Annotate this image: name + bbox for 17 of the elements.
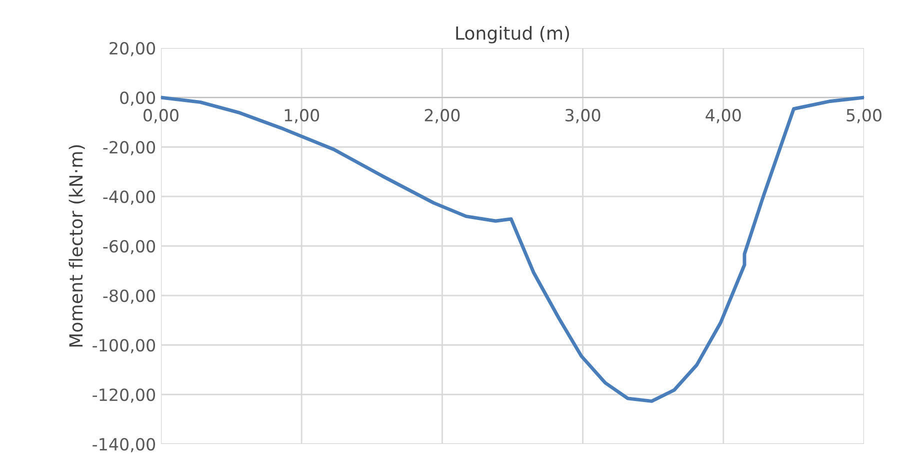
y-tick-label: 20,00 (110, 42, 156, 56)
x-tick-label: 2,00 (424, 108, 460, 124)
y-axis-title: Moment flector (kN·m) (68, 145, 85, 347)
y-tick-label: -100,00 (92, 338, 156, 354)
y-tick-label: -140,00 (92, 438, 156, 452)
y-tick-label: 0,00 (120, 91, 156, 106)
x-tick-label: 1,00 (284, 108, 320, 124)
x-tick-label: 3,00 (566, 108, 600, 124)
y-tick-label: -60,00 (103, 240, 156, 254)
y-tick-label: -40,00 (103, 190, 156, 205)
y-tick-label: -120,00 (92, 388, 156, 403)
y-tick-label: -80,00 (103, 289, 156, 304)
x-tick-label: 4,00 (706, 108, 741, 124)
x-axis-title: Longitud (m) (456, 26, 570, 44)
x-tick-label: 5,00 (846, 108, 882, 124)
y-tick-label: -20,00 (103, 140, 156, 156)
x-tick-label: 0,00 (144, 108, 178, 124)
